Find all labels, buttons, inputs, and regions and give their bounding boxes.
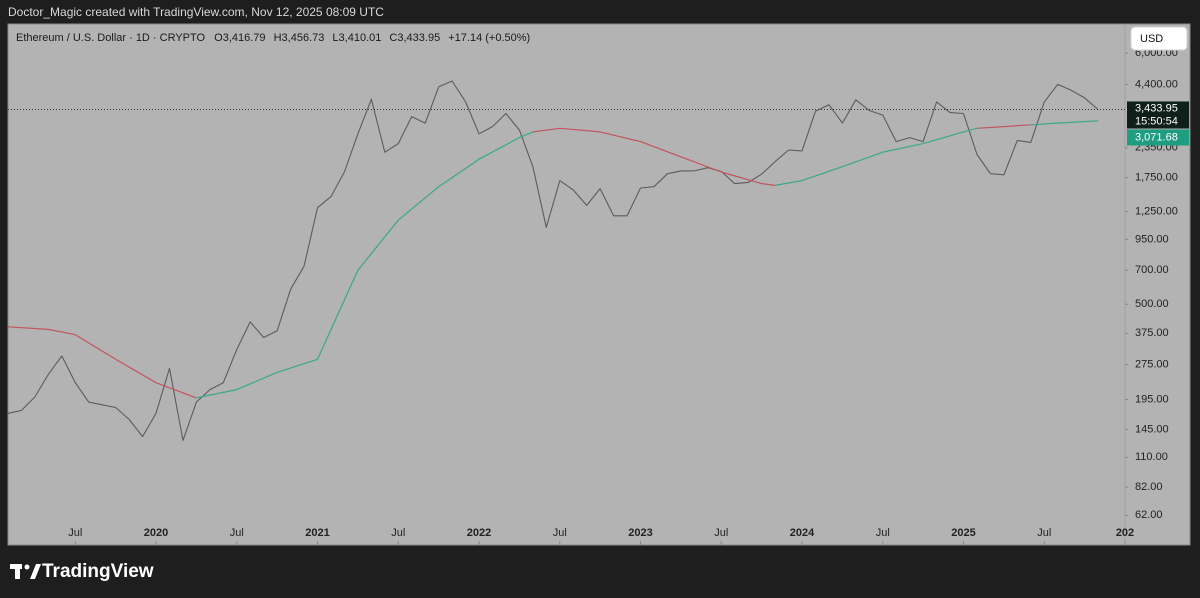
ma-line [532,127,776,186]
chart-title: Ethereum / U.S. Dollar · 1D · CRYPTO O3,… [16,32,530,44]
x-tick-label: 2021 [305,527,329,539]
chart-area [7,23,1191,546]
ma-last-box [1127,129,1189,146]
close: C3,433.95 [389,32,440,44]
change: +17.14 (+0.50%) [448,32,530,44]
logo-dot [24,564,30,570]
y-tick-label: 375.00 [1135,327,1169,339]
ma-line [976,124,1031,129]
plot: 62.00 82.00 110.00 145.00 195.00 275.00 375.00… [7,47,1189,545]
ma-line [196,131,534,399]
y-tick-label: 195.00 [1135,393,1169,405]
y-tick-label: 700.00 [1135,264,1169,276]
symbol: Ethereum / U.S. Dollar · 1D · CRYPTO [16,32,206,44]
currency-button-bg[interactable] [1130,26,1188,51]
x-tick-label: 2024 [790,527,815,539]
x-tick-label: 2025 [951,527,975,539]
credit: Doctor_Magic created with TradingView.co… [8,5,384,19]
x-tick-label: Jul [68,527,82,539]
ma-last-label: 3,071.68 [1135,131,1178,143]
x-tick-label: Jul [714,527,728,539]
x-tick-label: Jul [876,527,890,539]
y-tick-label: 500.00 [1135,298,1169,310]
y-tick-label: 1,250.00 [1135,206,1178,218]
currency-label[interactable]: USD [1140,33,1163,45]
x-tick-label: Jul [391,527,405,539]
ma-line [7,326,197,399]
price-line [7,80,1099,441]
last-price-box [1127,101,1189,129]
open: O3,416.79 [214,32,265,44]
countdown: 15:50:54 [1135,115,1178,127]
y-tick-label: 4,400.00 [1135,78,1178,90]
logo-stem [15,564,20,579]
logo-slash [30,564,41,579]
ma-line [774,127,978,186]
x-tick-label: 2020 [144,527,168,539]
y-tick-label: 110.00 [1135,451,1168,463]
x-tick-label: 2023 [628,527,652,539]
brand-logo: TradingView [10,561,154,582]
y-tick-label: 62.00 [1135,509,1163,521]
ma-line [1030,120,1099,126]
x-tick-label: Jul [1037,527,1051,539]
y-tick-label: 950.00 [1135,233,1169,245]
x-tick-label: 202 [1116,527,1134,539]
y-tick-label: 82.00 [1135,481,1163,493]
y-tick-label: 275.00 [1135,359,1169,371]
x-tick-label: Jul [553,527,567,539]
last-price-label: 3,433.95 [1135,102,1178,114]
y-tick-label: 145.00 [1135,423,1169,435]
currency-button[interactable]: USD [1130,26,1188,51]
y-tick-label: 1,750.00 [1135,172,1178,184]
high: H3,456.73 [274,32,325,44]
x-tick-label: Jul [230,527,244,539]
low: L3,410.01 [332,32,381,44]
x-tick-label: 2022 [467,527,491,539]
brand: TradingView [42,561,154,582]
